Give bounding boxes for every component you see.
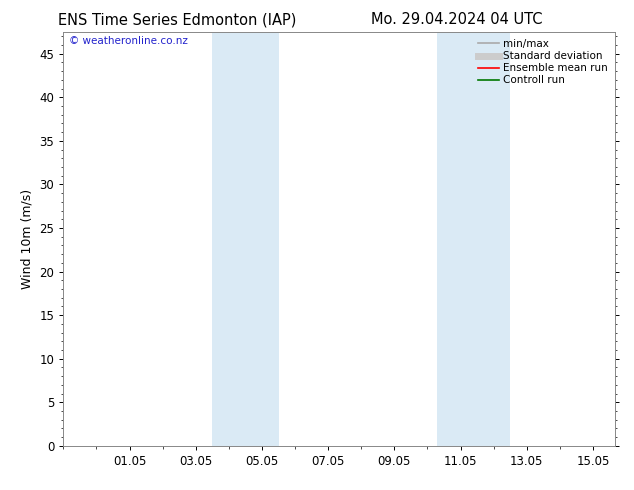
Legend: min/max, Standard deviation, Ensemble mean run, Controll run: min/max, Standard deviation, Ensemble me… bbox=[474, 35, 612, 90]
Text: © weatheronline.co.nz: © weatheronline.co.nz bbox=[69, 36, 188, 46]
Bar bbox=[212, 32, 278, 446]
Text: Mo. 29.04.2024 04 UTC: Mo. 29.04.2024 04 UTC bbox=[371, 12, 542, 27]
Text: ENS Time Series Edmonton (IAP): ENS Time Series Edmonton (IAP) bbox=[58, 12, 297, 27]
Bar bbox=[437, 32, 510, 446]
Y-axis label: Wind 10m (m/s): Wind 10m (m/s) bbox=[21, 189, 34, 289]
